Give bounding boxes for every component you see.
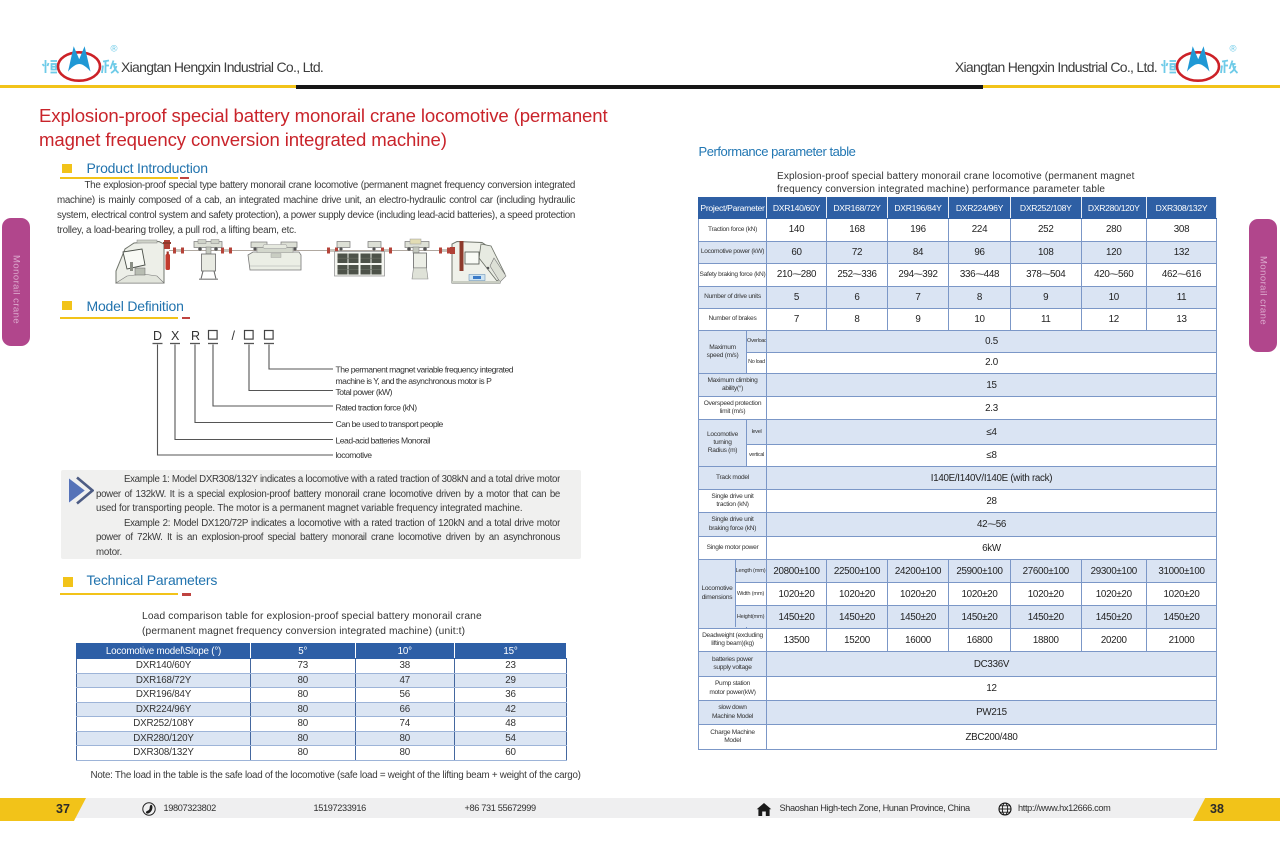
svg-text:locomotive: locomotive <box>336 450 373 460</box>
svg-text:D: D <box>153 329 162 343</box>
svg-text:/: / <box>232 329 236 343</box>
svg-text:®: ® <box>111 43 118 54</box>
svg-text:Lead-acid batteries Monorail: Lead-acid batteries Monorail <box>336 436 431 446</box>
svg-text:machine is Y, and the asynchro: machine is Y, and the asynchronous motor… <box>336 376 493 386</box>
svg-text:R: R <box>191 329 200 343</box>
svg-text:Total power (kW): Total power (kW) <box>336 387 393 397</box>
svg-text:Rated traction force (kN): Rated traction force (kN) <box>336 403 418 413</box>
svg-text:Can be used to transport peopl: Can be used to transport people <box>336 419 444 429</box>
svg-text:The permanent magnet variable: The permanent magnet variable frequency … <box>336 365 514 375</box>
svg-text:X: X <box>171 329 180 343</box>
svg-text:®: ® <box>1230 43 1237 54</box>
